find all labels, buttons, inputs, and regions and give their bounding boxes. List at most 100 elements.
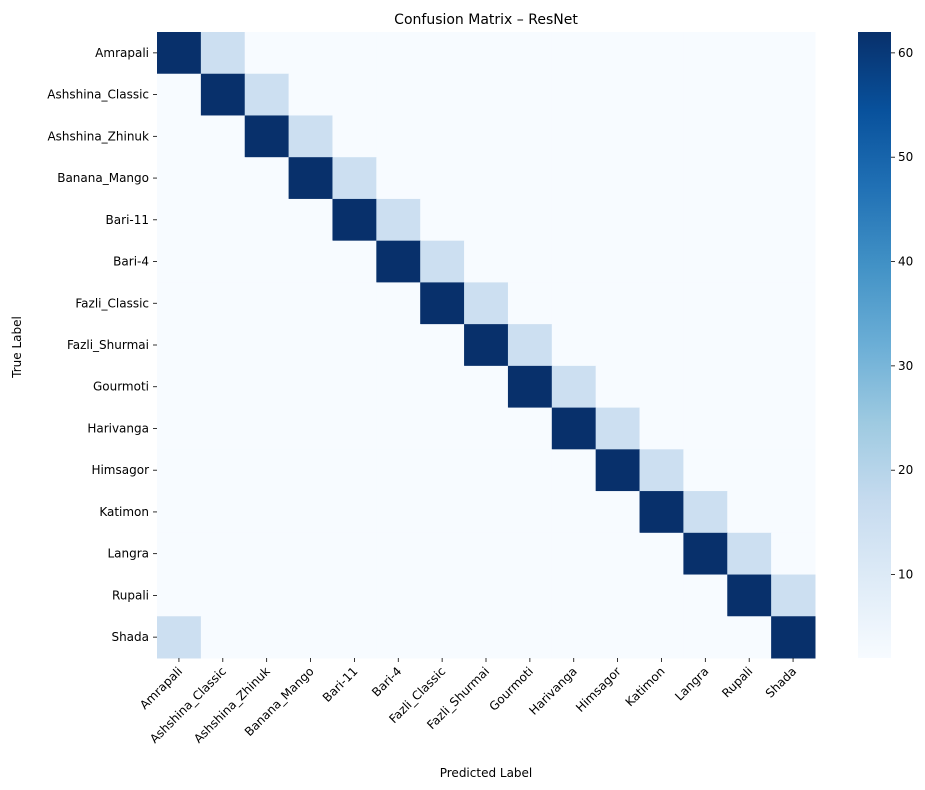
heatmap-cell xyxy=(420,73,465,116)
heatmap-cells xyxy=(157,32,816,659)
heatmap-cell xyxy=(464,491,509,534)
heatmap-cell xyxy=(288,574,333,617)
heatmap-cell xyxy=(639,407,684,450)
heatmap-cell xyxy=(464,115,509,158)
heatmap-cell xyxy=(376,240,421,283)
heatmap-cell xyxy=(595,491,641,534)
heatmap-cell xyxy=(420,365,465,409)
heatmap-cell xyxy=(288,324,333,367)
heatmap-cell xyxy=(420,115,465,158)
heatmap-cell xyxy=(507,324,553,367)
heatmap-cell xyxy=(244,407,290,450)
heatmap-cell xyxy=(420,616,465,659)
heatmap-cell xyxy=(200,198,246,242)
heatmap-cell xyxy=(288,365,333,409)
heatmap-cell xyxy=(727,32,772,75)
heatmap-cell xyxy=(639,115,684,158)
heatmap-cell xyxy=(683,365,728,409)
heatmap-cell xyxy=(595,73,641,116)
heatmap-cell xyxy=(639,32,684,75)
heatmap-cell xyxy=(332,532,377,576)
heatmap-cell xyxy=(771,407,816,450)
heatmap-cell xyxy=(376,449,421,492)
colorbar-tick-label: 30 xyxy=(898,359,913,373)
heatmap-cell xyxy=(332,324,377,367)
heatmap-cell xyxy=(595,32,641,75)
heatmap-cell xyxy=(464,449,509,492)
heatmap-cell xyxy=(200,282,246,325)
heatmap-cell xyxy=(507,407,553,450)
heatmap-cell xyxy=(288,282,333,325)
y-tick-label: Amrapali xyxy=(95,46,149,60)
x-tick-label: Bari-4 xyxy=(369,664,404,699)
heatmap-cell xyxy=(727,324,772,367)
heatmap-cell xyxy=(200,449,246,492)
heatmap-cell xyxy=(244,574,290,617)
heatmap-cell xyxy=(376,115,421,158)
heatmap-cell xyxy=(288,532,333,576)
heatmap-cell xyxy=(157,324,202,367)
heatmap-cell xyxy=(771,365,816,409)
heatmap-cell xyxy=(507,491,553,534)
heatmap-cell xyxy=(683,491,728,534)
heatmap-cell xyxy=(771,532,816,576)
heatmap-cell xyxy=(727,574,772,617)
heatmap-cell xyxy=(288,491,333,534)
heatmap-cell xyxy=(420,240,465,283)
heatmap-cell xyxy=(288,616,333,659)
colorbar-ticks: 10 20 30 40 50 60 xyxy=(891,46,913,582)
heatmap-cell xyxy=(420,449,465,492)
heatmap-cell xyxy=(376,616,421,659)
heatmap-cell xyxy=(376,491,421,534)
heatmap-cell xyxy=(464,198,509,242)
heatmap-cell xyxy=(771,616,816,659)
heatmap-cell xyxy=(332,198,377,242)
heatmap-cell xyxy=(244,282,290,325)
heatmap-cell xyxy=(244,491,290,534)
heatmap-cell xyxy=(683,532,728,576)
heatmap-cell xyxy=(771,282,816,325)
heatmap-cell xyxy=(727,365,772,409)
heatmap-cell xyxy=(727,240,772,283)
x-tick-label: Rupali xyxy=(719,664,755,700)
x-axis-ticks: AmrapaliAshshina_ClassicAshshina_ZhinukB… xyxy=(137,658,799,746)
heatmap-cell xyxy=(332,574,377,617)
heatmap-cell xyxy=(464,407,509,450)
heatmap-cell xyxy=(771,157,816,200)
y-axis-ticks: Amrapali Ashshina_Classic Ashshina_Zhinuk B… xyxy=(47,46,157,644)
heatmap-cell xyxy=(639,365,684,409)
heatmap-cell xyxy=(288,157,333,200)
heatmap-cell xyxy=(595,407,641,450)
y-tick-label: Katimon xyxy=(99,505,149,519)
heatmap-cell xyxy=(244,240,290,283)
heatmap-cell xyxy=(507,532,553,576)
heatmap-cell xyxy=(683,198,728,242)
heatmap-cell xyxy=(507,449,553,492)
heatmap-cell xyxy=(376,73,421,116)
heatmap-cell xyxy=(332,115,377,158)
y-tick-label: Langra xyxy=(107,547,149,561)
heatmap-cell xyxy=(464,282,509,325)
y-tick-label: Fazli_Classic xyxy=(75,296,149,310)
heatmap-cell xyxy=(771,240,816,283)
colorbar-tick-label: 60 xyxy=(898,46,913,60)
heatmap-cell xyxy=(507,32,553,75)
heatmap-cell xyxy=(200,157,246,200)
heatmap-cell xyxy=(727,491,772,534)
heatmap-cell xyxy=(683,407,728,450)
heatmap-cell xyxy=(420,491,465,534)
heatmap-cell xyxy=(200,532,246,576)
y-tick-label: Rupali xyxy=(112,588,149,602)
x-tick-label: Shada xyxy=(763,664,799,700)
heatmap-cell xyxy=(420,532,465,576)
heatmap-cell xyxy=(464,532,509,576)
colorbar-tick-label: 40 xyxy=(898,255,913,269)
heatmap-cell xyxy=(551,491,597,534)
heatmap-cell xyxy=(639,324,684,367)
heatmap-cell xyxy=(244,115,290,158)
heatmap-cell xyxy=(727,532,772,576)
heatmap-cell xyxy=(332,491,377,534)
heatmap-cell xyxy=(727,198,772,242)
heatmap-cell xyxy=(771,198,816,242)
